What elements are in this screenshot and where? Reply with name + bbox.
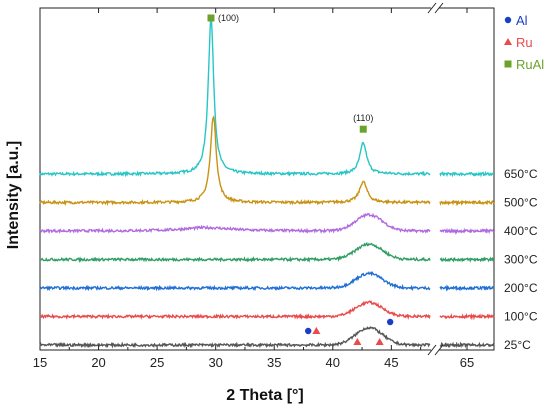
series-line-1 (440, 258, 494, 261)
series-label: 100°C (504, 310, 538, 324)
legend-label: RuAl (516, 57, 544, 72)
peak-label: (110) (353, 113, 373, 123)
legend-marker-rual (505, 61, 512, 68)
series-line-0 (40, 327, 430, 346)
series-line-1 (440, 344, 494, 347)
x-tick-label: 65 (460, 355, 474, 370)
phase-marker-ru (376, 338, 384, 345)
phase-marker-rual (360, 126, 367, 133)
x-tick-label: 45 (384, 355, 398, 370)
x-axis-title: 2 Theta [°] (226, 387, 304, 404)
series-line-0 (40, 214, 430, 232)
legend-label: Ru (516, 35, 533, 50)
series-line-0 (40, 301, 430, 318)
series-line-1 (440, 315, 494, 318)
legend-label: Al (516, 13, 528, 28)
series-line-1 (440, 201, 494, 204)
phase-marker-ru (353, 338, 361, 345)
x-tick-label: 30 (208, 355, 222, 370)
x-tick-label: 20 (91, 355, 105, 370)
series-label: 500°C (504, 196, 538, 210)
phase-marker-ru (312, 327, 320, 334)
x-tick-label: 15 (33, 355, 47, 370)
series-label: 200°C (504, 281, 538, 295)
series-line-0 (40, 243, 430, 260)
phase-marker-al (305, 328, 311, 334)
series-label: 300°C (504, 253, 538, 267)
phase-marker-al (387, 319, 393, 325)
series-label: 25°C (504, 338, 531, 352)
series-label: 400°C (504, 224, 538, 238)
plot-frame (40, 8, 494, 350)
x-tick-label: 35 (267, 355, 281, 370)
peak-label: (100) (218, 13, 239, 23)
series-line-1 (440, 230, 494, 232)
axis-break-mask (431, 4, 439, 354)
series-line-0 (40, 273, 430, 290)
legend-marker-al (505, 17, 511, 23)
series-line-1 (440, 287, 494, 290)
series-line-1 (440, 173, 494, 175)
series-label: 650°C (504, 167, 538, 181)
phase-marker-rual (207, 15, 214, 22)
series-line-0 (40, 117, 430, 204)
x-tick-label: 40 (326, 355, 340, 370)
legend-marker-ru (504, 38, 512, 45)
x-tick-label: 25 (150, 355, 164, 370)
series-line-0 (40, 18, 430, 176)
y-axis-title: Intensity [a.u.] (5, 141, 22, 249)
